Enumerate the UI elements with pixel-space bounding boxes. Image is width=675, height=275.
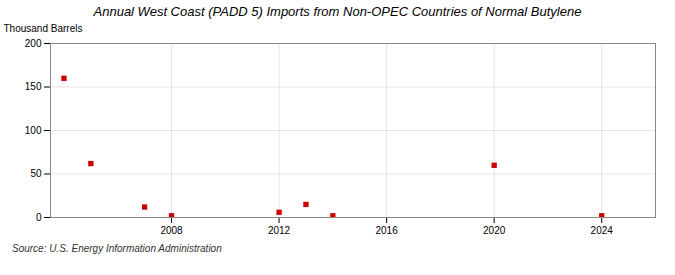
svg-text:0: 0 bbox=[36, 212, 42, 223]
svg-text:2020: 2020 bbox=[483, 225, 506, 236]
svg-text:150: 150 bbox=[25, 81, 42, 92]
svg-text:100: 100 bbox=[25, 125, 42, 136]
html-text:Source: U.S. Energy Informatio: Source: U.S. Energy Information Administ… bbox=[12, 243, 222, 254]
svg-text:50: 50 bbox=[30, 168, 42, 179]
svg-text:Thousand Barrels: Thousand Barrels bbox=[4, 23, 83, 34]
html-text:Annual West Coast (PADD 5) Imp: Annual West Coast (PADD 5) Imports from … bbox=[93, 4, 582, 19]
svg-text:2012: 2012 bbox=[268, 225, 291, 236]
svg-text:200: 200 bbox=[25, 38, 42, 49]
svg-text:2016: 2016 bbox=[375, 225, 398, 236]
svg-text:2008: 2008 bbox=[160, 225, 183, 236]
svg-text:2024: 2024 bbox=[591, 225, 614, 236]
